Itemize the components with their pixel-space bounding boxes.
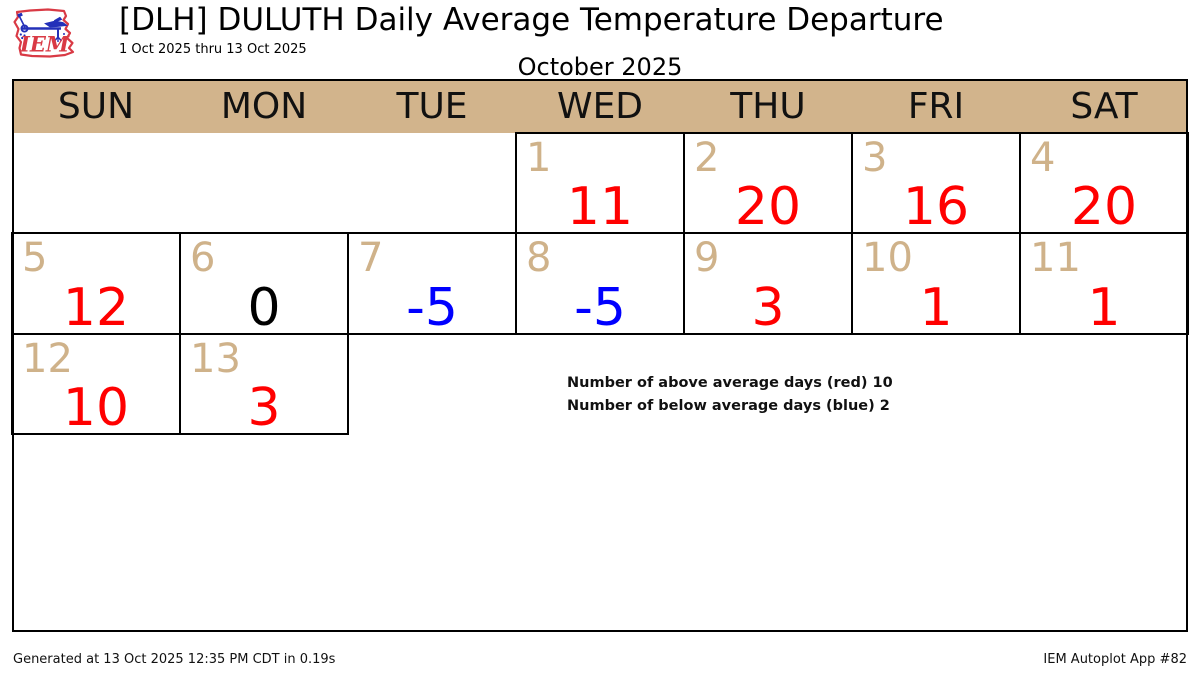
below-average-count-label: Number of below average days (blue) 2 bbox=[567, 398, 890, 414]
day-number: 2 bbox=[694, 135, 720, 181]
day-cell-13: 13 3 bbox=[179, 333, 349, 438]
app-credit: IEM Autoplot App #82 bbox=[1043, 652, 1187, 667]
day-cell-8: 8 -5 bbox=[515, 232, 685, 338]
departure-value: 20 bbox=[734, 177, 802, 237]
page-subtitle: 1 Oct 2025 thru 13 Oct 2025 bbox=[119, 41, 307, 57]
day-cell-12: 12 10 bbox=[11, 333, 181, 438]
departure-value: 20 bbox=[1070, 177, 1138, 237]
departure-value: 1 bbox=[919, 278, 953, 338]
day-cell-10: 10 1 bbox=[851, 232, 1021, 338]
calendar-day-headers: SUN MON TUE WED THU FRI SAT bbox=[12, 79, 1188, 133]
above-average-count-label: Number of above average days (red) 10 bbox=[567, 375, 893, 391]
day-header-sat: SAT bbox=[1070, 86, 1138, 127]
day-number: 11 bbox=[1030, 235, 1081, 281]
day-number: 13 bbox=[190, 336, 241, 382]
iem-logo-text: IEM bbox=[19, 32, 70, 57]
day-number: 1 bbox=[526, 135, 552, 181]
departure-value: 1 bbox=[1087, 278, 1121, 338]
day-cell-2: 2 20 bbox=[683, 132, 853, 237]
day-number: 8 bbox=[526, 235, 552, 281]
departure-value: 3 bbox=[247, 378, 281, 438]
iem-logo-icon: IEM bbox=[13, 8, 75, 58]
summary-annotations: Number of above average days (red) 10 Nu… bbox=[567, 372, 893, 418]
day-number: 9 bbox=[694, 235, 720, 281]
day-number: 12 bbox=[22, 336, 73, 382]
day-header-fri: FRI bbox=[907, 86, 965, 127]
departure-value: 11 bbox=[566, 177, 634, 237]
day-cell-1: 1 11 bbox=[515, 132, 685, 237]
day-number: 6 bbox=[190, 235, 216, 281]
departure-value: 0 bbox=[247, 278, 281, 338]
day-header-tue: TUE bbox=[396, 86, 468, 127]
day-number: 3 bbox=[862, 135, 888, 181]
departure-value: -5 bbox=[574, 278, 626, 338]
departure-value: 12 bbox=[62, 278, 130, 338]
departure-value: -5 bbox=[406, 278, 458, 338]
generated-timestamp: Generated at 13 Oct 2025 12:35 PM CDT in… bbox=[13, 652, 336, 667]
departure-value: 3 bbox=[751, 278, 785, 338]
day-cell-7: 7 -5 bbox=[347, 232, 517, 338]
title-block: [DLH] DULUTH Daily Average Temperature D… bbox=[119, 4, 944, 57]
iowa-outline bbox=[13, 8, 75, 58]
day-number: 10 bbox=[862, 235, 913, 281]
day-cell-11: 11 1 bbox=[1019, 232, 1189, 338]
page-title: [DLH] DULUTH Daily Average Temperature D… bbox=[119, 2, 944, 38]
calendar-grid: SUN MON TUE WED THU FRI SAT 1 11 2 20 3 16 4 20 5 12 6 0 7… bbox=[11, 79, 1189, 632]
day-cell-3: 3 16 bbox=[851, 132, 1021, 237]
day-header-thu: THU bbox=[730, 86, 806, 127]
departure-value: 16 bbox=[902, 177, 970, 237]
day-number: 5 bbox=[22, 235, 48, 281]
day-cell-4: 4 20 bbox=[1019, 132, 1189, 237]
month-title: October 2025 bbox=[517, 53, 683, 81]
departure-value: 10 bbox=[62, 378, 130, 438]
day-number: 4 bbox=[1030, 135, 1056, 181]
day-header-wed: WED bbox=[556, 86, 644, 127]
day-header-mon: MON bbox=[220, 86, 308, 127]
day-number: 7 bbox=[358, 235, 384, 281]
day-cell-5: 5 12 bbox=[11, 232, 181, 338]
weather-vane-glyph bbox=[17, 12, 69, 42]
day-header-sun: SUN bbox=[57, 86, 135, 127]
